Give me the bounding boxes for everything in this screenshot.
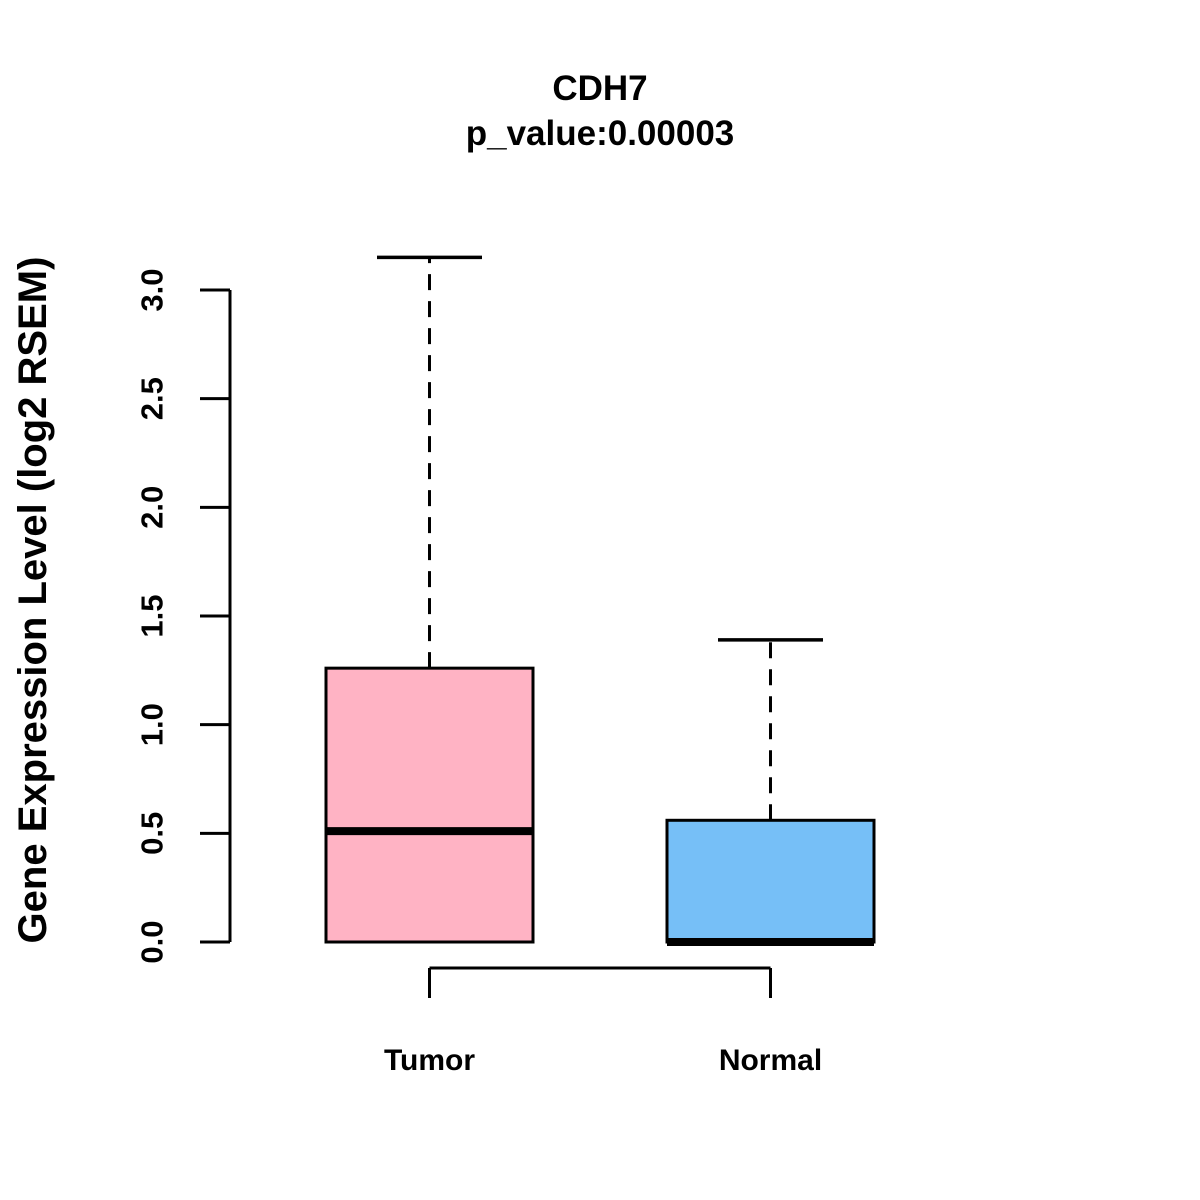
y-tick-label: 0.0 — [135, 920, 170, 963]
y-tick-label: 3.0 — [135, 268, 170, 311]
box-tumor — [324, 666, 535, 944]
y-tick-label: 0.5 — [135, 812, 170, 855]
y-tick-label: 1.5 — [135, 594, 170, 637]
y-tick-label: 2.0 — [135, 486, 170, 529]
chart-title: CDH7 — [552, 69, 648, 108]
x-label-tumor: Tumor — [384, 1044, 475, 1077]
y-tick-label: 2.5 — [135, 377, 170, 420]
x-label-normal: Normal — [719, 1044, 822, 1077]
chart-subtitle: p_value:0.00003 — [465, 114, 735, 153]
y-axis-label: Gene Expression Level (log2 RSEM) — [11, 256, 55, 944]
box-normal — [665, 818, 876, 944]
y-tick-label: 1.0 — [135, 703, 170, 746]
